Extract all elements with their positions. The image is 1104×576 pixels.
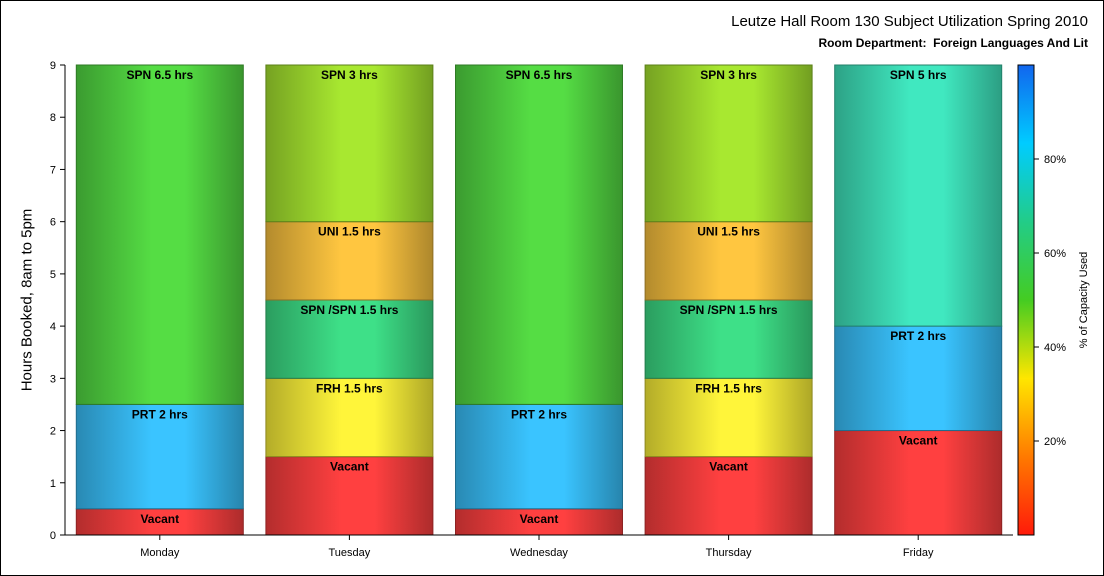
bar-label-tuesday-spn-spn-1-5-hrs: SPN /SPN 1.5 hrs — [300, 303, 398, 317]
colorbar-tick-label: 40% — [1044, 342, 1066, 354]
bar-segment-monday-spn-6-5-hrs — [75, 64, 244, 405]
bar-segment-monday-prt-2-hrs — [75, 403, 244, 510]
y-tick-label: 2 — [50, 426, 56, 438]
bar-segment-thursday-spn-3-hrs — [644, 64, 813, 223]
bar-segment-friday-spn-5-hrs — [834, 64, 1003, 327]
y-tick-label: 8 — [50, 112, 56, 124]
colorbar — [1017, 64, 1035, 536]
bar-segment-wednesday-prt-2-hrs — [455, 403, 623, 510]
bar-label-thursday-spn-spn-1-5-hrs: SPN /SPN 1.5 hrs — [680, 303, 778, 317]
bar-label-tuesday-vacant: Vacant — [330, 460, 369, 474]
bar-segment-wednesday-spn-6-5-hrs — [455, 64, 623, 405]
bar-label-thursday-frh-1-5-hrs: FRH 1.5 hrs — [695, 381, 762, 395]
bar-segment-thursday-spn-spn-1-5-hrs — [644, 299, 813, 379]
bar-segment-friday-prt-2-hrs — [834, 325, 1003, 432]
x-tick-label-wednesday: Wednesday — [510, 547, 568, 559]
x-tick-label-tuesday: Tuesday — [329, 547, 371, 559]
colorbar-tick-label: 20% — [1044, 436, 1066, 448]
y-tick-label: 1 — [50, 478, 56, 490]
bar-label-friday-vacant: Vacant — [899, 434, 938, 448]
bar-segment-friday-vacant — [834, 430, 1003, 536]
bar-segment-tuesday-frh-1-5-hrs — [265, 377, 434, 458]
y-tick-label: 0 — [50, 530, 56, 542]
bar-label-monday-vacant: Vacant — [140, 512, 179, 526]
bar-segment-tuesday-spn-spn-1-5-hrs — [265, 299, 434, 379]
bar-segment-thursday-frh-1-5-hrs — [644, 377, 813, 458]
y-tick-label: 9 — [50, 60, 56, 72]
bar-segment-tuesday-uni-1-5-hrs — [265, 221, 434, 301]
colorbar-tick-label: 60% — [1044, 248, 1066, 260]
x-tick-label-monday: Monday — [140, 547, 180, 559]
bar-label-tuesday-spn-3-hrs: SPN 3 hrs — [321, 68, 378, 82]
bar-label-thursday-vacant: Vacant — [709, 460, 748, 474]
bar-label-wednesday-vacant: Vacant — [520, 512, 559, 526]
bar-label-monday-spn-6-5-hrs: SPN 6.5 hrs — [126, 68, 193, 82]
bar-label-tuesday-uni-1-5-hrs: UNI 1.5 hrs — [318, 225, 381, 239]
colorbar-tick-label: 80% — [1044, 154, 1066, 166]
x-tick-label-friday: Friday — [903, 547, 934, 559]
y-tick-label: 5 — [50, 269, 56, 281]
bar-label-monday-prt-2-hrs: PRT 2 hrs — [132, 407, 188, 421]
y-tick-label: 3 — [50, 373, 56, 385]
bar-label-friday-prt-2-hrs: PRT 2 hrs — [890, 329, 946, 343]
bar-label-friday-spn-5-hrs: SPN 5 hrs — [890, 68, 947, 82]
bar-label-thursday-spn-3-hrs: SPN 3 hrs — [700, 68, 757, 82]
bar-label-wednesday-spn-6-5-hrs: SPN 6.5 hrs — [506, 68, 573, 82]
y-tick-label: 4 — [50, 321, 56, 333]
y-tick-label: 6 — [50, 217, 56, 229]
bar-label-tuesday-frh-1-5-hrs: FRH 1.5 hrs — [316, 381, 383, 395]
bar-segment-thursday-vacant — [644, 456, 813, 536]
bar-segment-thursday-uni-1-5-hrs — [644, 221, 813, 301]
bar-label-thursday-uni-1-5-hrs: UNI 1.5 hrs — [697, 225, 760, 239]
chart-subtitle: Room Department: Foreign Languages And L… — [818, 36, 1088, 50]
x-tick-label-thursday: Thursday — [706, 547, 752, 559]
bar-label-wednesday-prt-2-hrs: PRT 2 hrs — [511, 407, 567, 421]
colorbar-label: % of Capacity Used — [1078, 252, 1090, 349]
chart-title: Leutze Hall Room 130 Subject Utilization… — [731, 13, 1088, 30]
y-tick-label: 7 — [50, 164, 56, 176]
bar-segment-tuesday-spn-3-hrs — [265, 64, 434, 223]
